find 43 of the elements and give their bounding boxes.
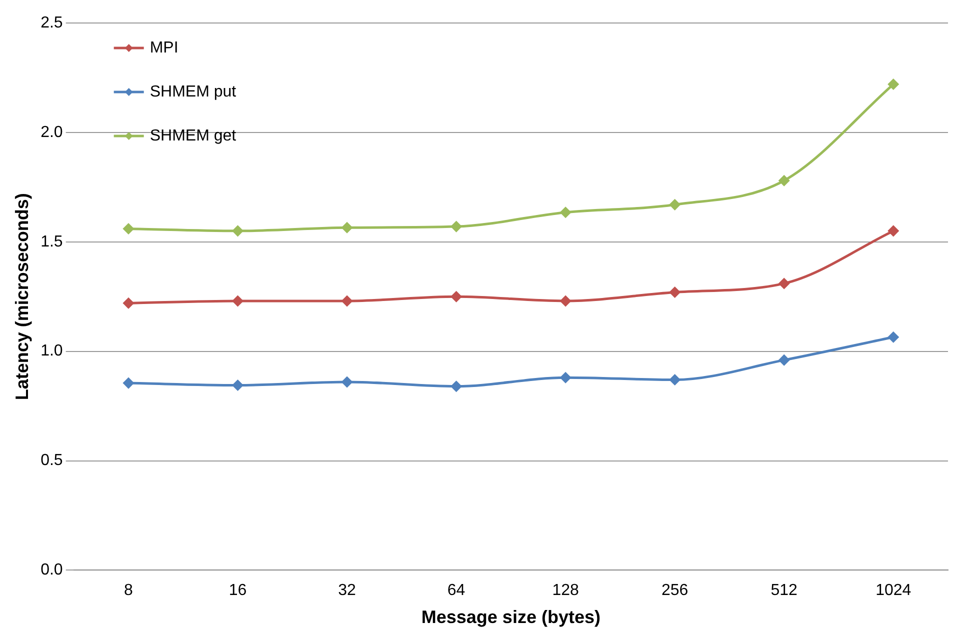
point <box>451 221 462 232</box>
y-axis-title: Latency (microseconds) <box>12 193 32 400</box>
point <box>888 79 899 90</box>
point <box>342 376 352 388</box>
x-tick-label: 256 <box>661 582 688 600</box>
y-tick-label: 2.0 <box>40 124 63 141</box>
point <box>232 226 243 236</box>
point <box>670 199 680 210</box>
point <box>342 222 352 233</box>
x-tick-label: 32 <box>338 582 356 600</box>
point <box>123 378 134 388</box>
x-tick-label: 16 <box>228 582 247 600</box>
x-tick-label: 8 <box>124 582 134 600</box>
y-tick-label: 0.0 <box>40 562 63 579</box>
point <box>451 381 462 392</box>
point <box>560 296 571 306</box>
point <box>560 207 571 218</box>
point <box>123 298 134 308</box>
point <box>888 332 899 342</box>
point <box>232 380 243 390</box>
point <box>670 286 680 298</box>
point <box>342 296 352 306</box>
legend-label: MPI <box>150 39 178 56</box>
point <box>888 226 899 236</box>
y-tick-label: 1.5 <box>40 233 63 250</box>
legend-label: SHMEM put <box>150 83 237 100</box>
point <box>670 374 680 386</box>
y-tick-label: 0.5 <box>40 452 63 470</box>
point <box>123 223 134 234</box>
x-tick-label: 1024 <box>876 582 912 600</box>
point <box>778 278 790 289</box>
x-tick-label: 64 <box>447 582 466 600</box>
point <box>232 296 243 306</box>
x-tick-label: 128 <box>552 582 579 600</box>
y-tick-label: 2.5 <box>40 14 63 32</box>
x-axis-title: Message size (bytes) <box>421 607 600 628</box>
point <box>560 372 571 383</box>
legend-label: SHMEM get <box>150 127 237 144</box>
point <box>778 175 790 186</box>
point <box>778 354 790 366</box>
y-tick-label: 1.0 <box>40 342 63 360</box>
point <box>451 291 462 302</box>
x-tick-label: 512 <box>770 582 798 600</box>
